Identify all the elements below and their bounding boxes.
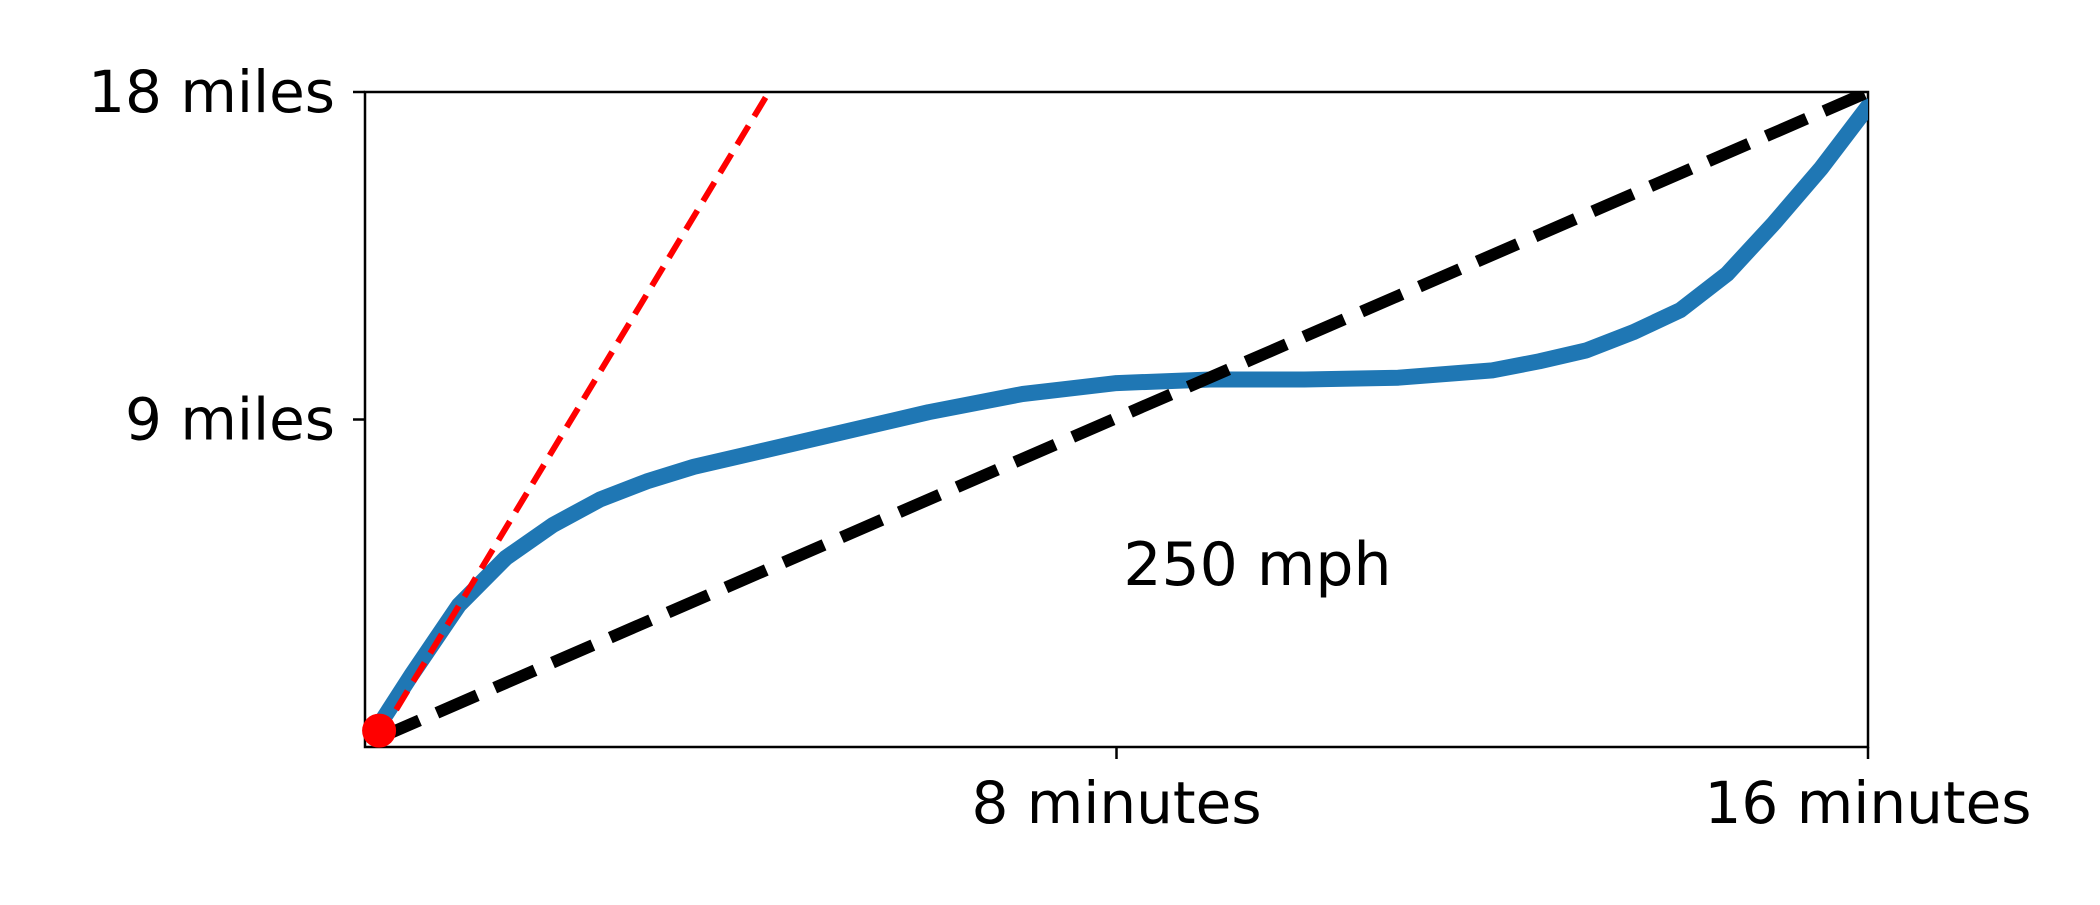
start-point-marker (362, 713, 397, 748)
y-tick-label: 18 miles (88, 58, 335, 126)
average-speed-dashed-line (376, 92, 1868, 744)
x-tick-label: 16 minutes (1704, 769, 2031, 837)
plot-area (371, 92, 1868, 744)
speed-annotation: 250 mph (1123, 530, 1391, 600)
tangent-dashed-line (376, 92, 772, 740)
y-tick-label: 9 miles (125, 386, 335, 454)
distance-curve (371, 98, 1868, 734)
x-tick-label: 8 minutes (971, 769, 1261, 837)
